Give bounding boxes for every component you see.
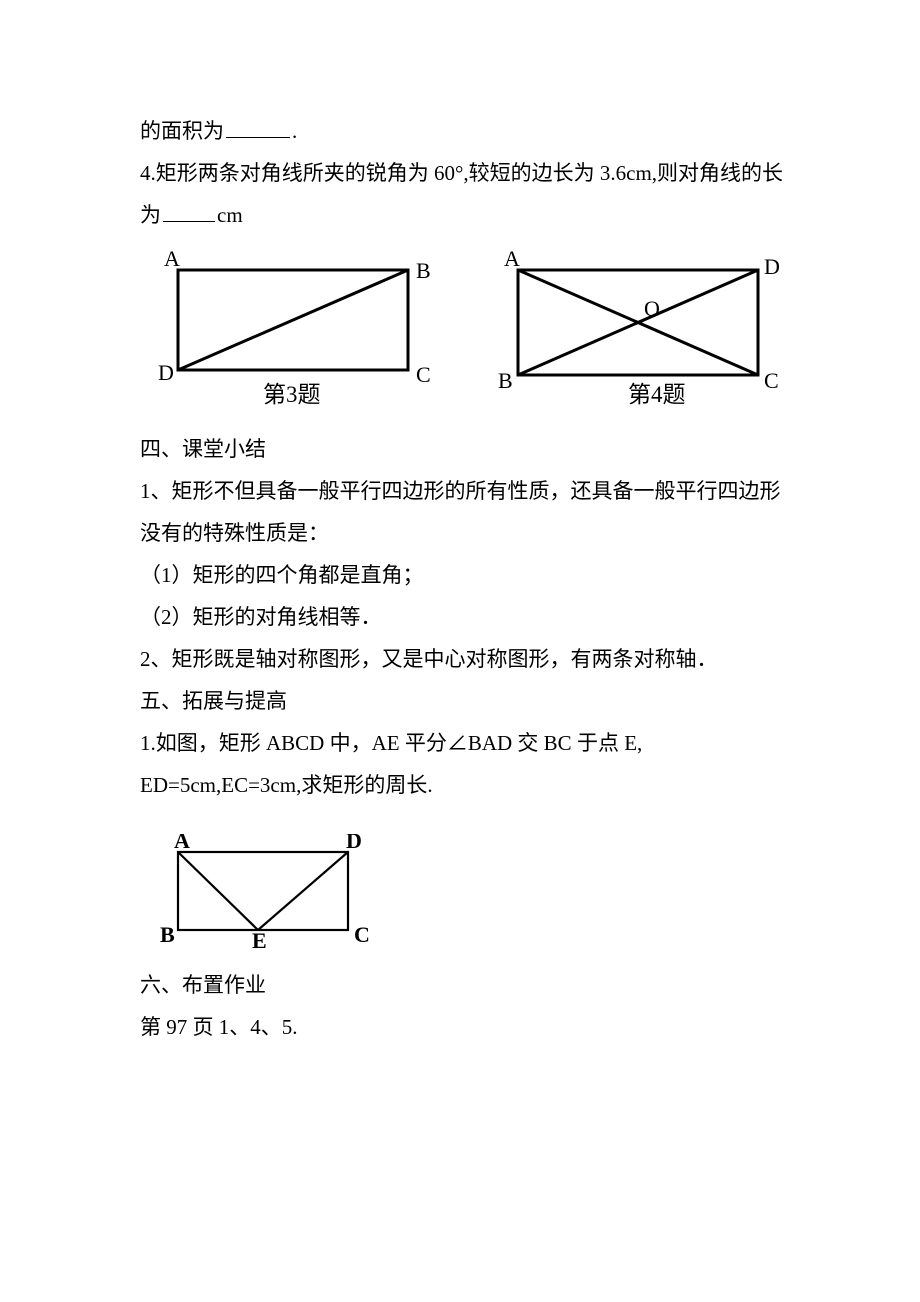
area-suffix: . bbox=[292, 119, 297, 143]
fig5-label-d: D bbox=[346, 834, 362, 853]
fig3-label-d: D bbox=[158, 360, 174, 385]
figures-row-q3-q4: A B C D 第3题 A D B C O 第4题 bbox=[148, 250, 790, 420]
q4-blank bbox=[163, 206, 215, 222]
section-4-p1a: （1）矩形的四个角都是直角； bbox=[140, 554, 790, 596]
figure-q5: A D B C E bbox=[150, 834, 790, 964]
area-prefix: 的面积为 bbox=[140, 119, 224, 143]
fig4-label-o: O bbox=[644, 296, 660, 321]
fig3-label-a: A bbox=[164, 250, 180, 271]
section-6-heading: 六、布置作业 bbox=[140, 964, 790, 1006]
fig5-label-e: E bbox=[252, 928, 267, 953]
section-6-p1: 第 97 页 1、4、5. bbox=[140, 1006, 790, 1048]
section-5-heading: 五、拓展与提高 bbox=[140, 680, 790, 722]
figure-q4: A D B C O 第4题 bbox=[488, 250, 788, 420]
section-4-p1: 1、矩形不但具备一般平行四边形的所有性质，还具备一般平行四边形没有的特殊性质是： bbox=[140, 470, 790, 554]
section-4-p1b: （2）矩形的对角线相等． bbox=[140, 596, 790, 638]
area-blank bbox=[226, 122, 290, 138]
document-page: 的面积为. 4.矩形两条对角线所夹的锐角为 60°,较短的边长为 3.6cm,则… bbox=[0, 0, 920, 1302]
figure-q4-svg: A D B C O 第4题 bbox=[488, 250, 788, 420]
fig4-label-c: C bbox=[764, 368, 779, 393]
q4-unit: cm bbox=[217, 203, 243, 227]
section-4-heading: 四、课堂小结 bbox=[140, 428, 790, 470]
fig4-label-d: D bbox=[764, 254, 780, 279]
section-4-p2: 2、矩形既是轴对称图形，又是中心对称图形，有两条对称轴． bbox=[140, 638, 790, 680]
fig5-label-c: C bbox=[354, 922, 370, 947]
question-4: 4.矩形两条对角线所夹的锐角为 60°,较短的边长为 3.6cm,则对角线的长为… bbox=[140, 152, 790, 236]
fig3-label-c: C bbox=[416, 362, 431, 387]
fig5-label-b: B bbox=[160, 922, 175, 947]
section-5-q1-line2: ED=5cm,EC=3cm,求矩形的周长. bbox=[140, 764, 790, 806]
fig4-label-a: A bbox=[504, 250, 520, 271]
fig4-caption: 第4题 bbox=[628, 382, 686, 407]
fig3-caption: 第3题 bbox=[263, 382, 321, 407]
fig3-label-b: B bbox=[416, 258, 431, 283]
figure-q3: A B C D 第3题 bbox=[148, 250, 438, 420]
figure-q3-svg: A B C D 第3题 bbox=[148, 250, 438, 420]
area-fragment-line: 的面积为. bbox=[140, 110, 790, 152]
fig5-label-a: A bbox=[174, 834, 190, 853]
section-5-q1-line1: 1.如图，矩形 ABCD 中，AE 平分∠BAD 交 BC 于点 E, bbox=[140, 722, 790, 764]
fig4-label-b: B bbox=[498, 368, 513, 393]
figure-q5-svg: A D B C E bbox=[150, 834, 380, 964]
